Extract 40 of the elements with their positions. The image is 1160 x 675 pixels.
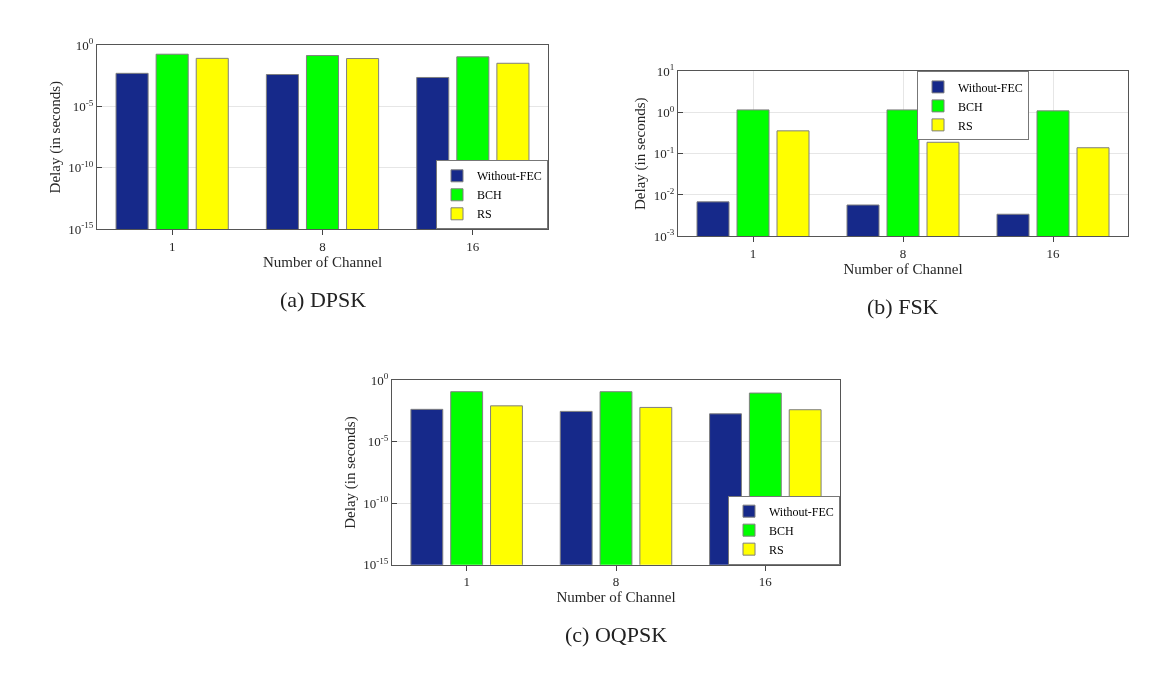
- x-tick-label: 1: [463, 574, 470, 590]
- legend-label: Without-FEC: [477, 169, 542, 184]
- text: (b) FSK: [867, 294, 939, 319]
- y-tick-label: 10$^{-2}$: [653, 186, 675, 203]
- y-tick-label: 10$^{-10}$: [363, 494, 389, 511]
- y-tick-label: 10$^{-5}$: [72, 97, 94, 115]
- x-tick-label: 1: [168, 238, 176, 254]
- y-tick-label: 10$^{0}$: [75, 36, 94, 53]
- legend-label: BCH: [958, 99, 984, 114]
- legend-label: RS: [769, 542, 784, 557]
- x-tick-label: 8: [319, 238, 326, 254]
- legend-label: Without-FEC: [958, 80, 1023, 95]
- y-tick-label: 10$^{0}$: [656, 103, 675, 121]
- x-tick-label: 8: [612, 574, 620, 590]
- y-tick-label: 10$^{-15}$: [68, 220, 94, 237]
- y-tick-label: 10$^{-3}$: [653, 227, 675, 244]
- legend-label: RS: [477, 207, 492, 222]
- legend-label: RS: [958, 118, 973, 133]
- text: (c) OQPSK: [565, 622, 668, 647]
- y-axis-title: Delay (in seconds): [46, 80, 64, 194]
- x-axis-title: Number of Channel: [843, 260, 963, 277]
- x-axis-title: Number of Channel: [556, 589, 676, 606]
- y-tick-label: 10$^{-5}$: [367, 432, 389, 450]
- x-tick-label: 16: [466, 238, 480, 254]
- x-axis-title: Number of Channel: [262, 253, 383, 270]
- x-tick-label: 1: [749, 245, 757, 261]
- legend-label: BCH: [769, 523, 795, 538]
- y-axis-title: Delay (in seconds): [632, 97, 650, 210]
- x-tick-label: 16: [1046, 245, 1060, 261]
- legend-label: BCH: [477, 188, 503, 203]
- y-tick-label: 10$^{-1}$: [653, 144, 675, 162]
- y-tick-label: 10$^{1}$: [656, 62, 675, 79]
- x-tick-label: 8: [899, 245, 907, 261]
- y-tick-label: 10$^{-10}$: [68, 158, 94, 176]
- y-tick-label: 10$^{-15}$: [363, 555, 389, 573]
- y-tick-label: 10$^{0}$: [370, 371, 389, 388]
- x-tick-label: 16: [758, 574, 773, 590]
- y-axis-title: Delay (in seconds): [341, 416, 359, 529]
- text: (a) DPSK: [280, 287, 367, 312]
- legend-label: Without-FEC: [769, 504, 834, 519]
